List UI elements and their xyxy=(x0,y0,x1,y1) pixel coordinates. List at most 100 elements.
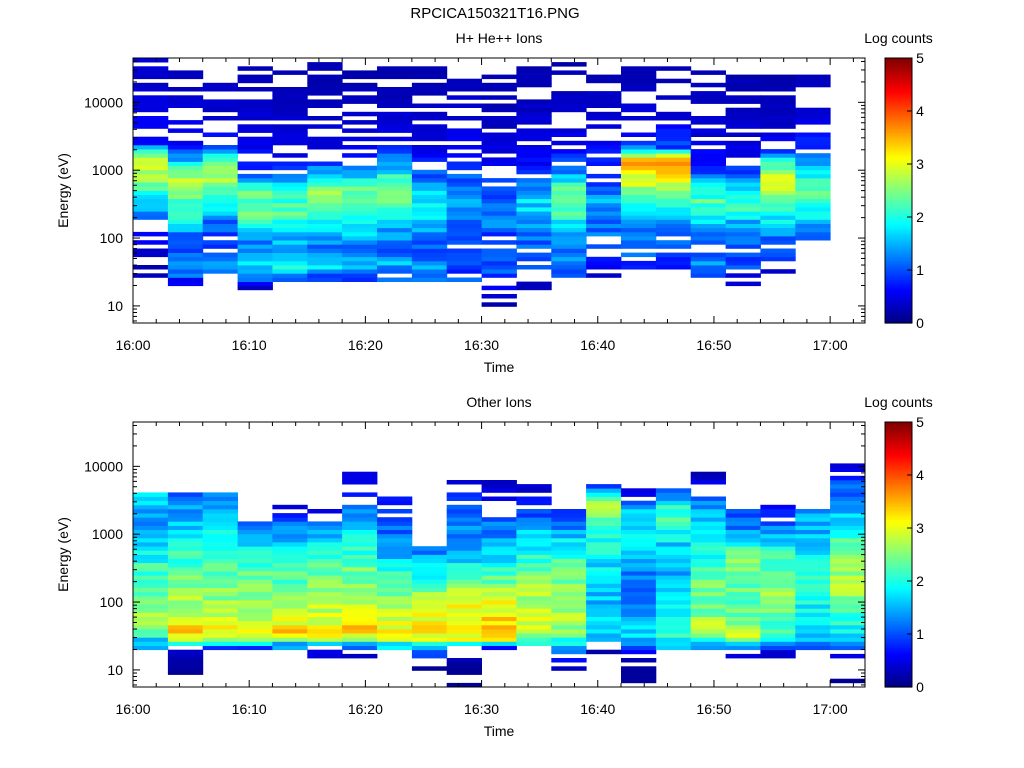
colorbar-swatch xyxy=(885,675,912,679)
colorbar-swatch xyxy=(885,614,912,617)
spectrogram-cell xyxy=(307,198,343,204)
spectrogram-cell xyxy=(167,153,204,158)
colorbar-swatch xyxy=(885,455,912,458)
spectrogram-cell xyxy=(551,591,587,597)
colorbar-frame xyxy=(884,421,913,688)
spectrogram-cell xyxy=(133,587,169,593)
spectrogram-cell xyxy=(481,215,517,220)
spectrogram-cell xyxy=(377,571,413,576)
spectrogram-cell xyxy=(621,198,657,204)
spectrogram-cell xyxy=(621,658,657,663)
spectrogram-cell xyxy=(446,554,482,559)
spectrogram-cell xyxy=(411,620,448,626)
spectrogram-cell xyxy=(237,525,273,530)
spectrogram-cell xyxy=(377,124,413,129)
spectrogram-cell xyxy=(446,240,482,245)
spectrogram-cell xyxy=(586,600,622,605)
spectrogram-cell xyxy=(725,629,761,634)
spectrogram-cell xyxy=(202,583,238,588)
spectrogram-cell xyxy=(760,190,796,195)
spectrogram-cell xyxy=(621,579,657,584)
spectrogram-cell xyxy=(342,95,378,100)
spectrogram-cell xyxy=(446,165,482,171)
spectrogram-cell xyxy=(342,608,378,613)
spectrogram-cell xyxy=(307,269,343,274)
spectrogram-cell xyxy=(202,604,238,609)
spectrogram-cell xyxy=(307,116,343,121)
spectrogram-cell xyxy=(830,616,866,622)
spectrogram-cell xyxy=(411,70,448,75)
spectrogram-cell xyxy=(690,575,726,580)
spectrogram-cell xyxy=(760,211,796,216)
spectrogram-cell xyxy=(516,500,552,506)
spectrogram-cell xyxy=(586,140,622,146)
spectrogram-cell xyxy=(237,116,273,121)
spectrogram-cell xyxy=(377,165,413,171)
x-tick-label: 16:50 xyxy=(696,337,731,353)
spectrogram-cell xyxy=(377,70,413,75)
spectrogram-cell xyxy=(202,165,238,171)
spectrogram-cell xyxy=(167,620,204,626)
spectrogram-cell xyxy=(237,207,273,212)
spectrogram-cell xyxy=(411,269,448,274)
spectrogram-cell xyxy=(690,509,726,514)
spectrogram-cell xyxy=(725,82,761,88)
spectrogram-cell xyxy=(586,575,622,580)
spectrogram-cell xyxy=(690,211,726,216)
spectrogram-cell xyxy=(655,546,692,551)
spectrogram-cell xyxy=(272,624,308,630)
colorbar-swatch xyxy=(885,486,912,489)
spectrogram-cell xyxy=(621,211,657,216)
spectrogram-cell xyxy=(411,87,448,92)
spectrogram-cell xyxy=(621,637,657,642)
spectrogram-cell xyxy=(586,223,622,229)
spectrogram-cell xyxy=(725,186,761,191)
colorbar-swatch xyxy=(885,278,912,282)
spectrogram-cell xyxy=(760,120,796,125)
spectrogram-cell xyxy=(133,492,169,497)
spectrogram-cell xyxy=(551,641,587,646)
spectrogram-cell xyxy=(760,111,796,117)
panel-title: H+ He++ Ions xyxy=(456,30,543,46)
spectrogram-cell xyxy=(167,169,204,175)
spectrogram-cell xyxy=(586,496,622,501)
spectrogram-cell xyxy=(795,140,831,146)
spectrogram-cell xyxy=(690,566,726,572)
spectrogram-cell xyxy=(551,525,587,530)
spectrogram-cell xyxy=(377,554,413,559)
spectrogram-cell xyxy=(690,91,726,96)
spectrogram-cell xyxy=(795,566,831,572)
spectrogram-cell xyxy=(481,252,517,258)
spectrogram-cell xyxy=(586,173,622,179)
spectrogram-cell xyxy=(690,595,726,601)
spectrogram-cell xyxy=(446,513,482,518)
spectrogram-cell xyxy=(342,546,378,551)
spectrogram-cells xyxy=(133,58,831,307)
spectrogram-cell xyxy=(167,273,204,278)
spectrogram-cell xyxy=(760,575,796,580)
spectrogram-cell xyxy=(446,136,482,142)
colorbar-swatch xyxy=(885,99,912,103)
spectrogram-cell xyxy=(795,207,831,212)
spectrogram-cell xyxy=(795,169,831,175)
spectrogram-cell xyxy=(690,99,726,104)
spectrogram-cell xyxy=(202,496,238,501)
spectrogram-cell xyxy=(202,509,238,514)
spectrogram-cell xyxy=(655,265,692,270)
spectrogram-cell xyxy=(760,637,796,642)
spectrogram-cell xyxy=(481,591,517,597)
spectrogram-cell xyxy=(725,111,761,117)
spectrogram-cell xyxy=(760,103,796,108)
spectrogram-cell xyxy=(377,583,413,588)
spectrogram-cell xyxy=(167,608,204,613)
spectrogram-cell xyxy=(795,616,831,622)
spectrogram-cell xyxy=(516,99,552,104)
spectrogram-cell xyxy=(342,595,378,601)
spectrogram-cell xyxy=(411,629,448,634)
spectrogram-cell xyxy=(725,587,761,593)
spectrogram-cell xyxy=(202,612,238,617)
spectrogram-cell xyxy=(342,575,378,580)
spectrogram-cell xyxy=(621,488,657,493)
spectrogram-cell xyxy=(342,558,378,564)
spectrogram-cell xyxy=(237,633,273,638)
